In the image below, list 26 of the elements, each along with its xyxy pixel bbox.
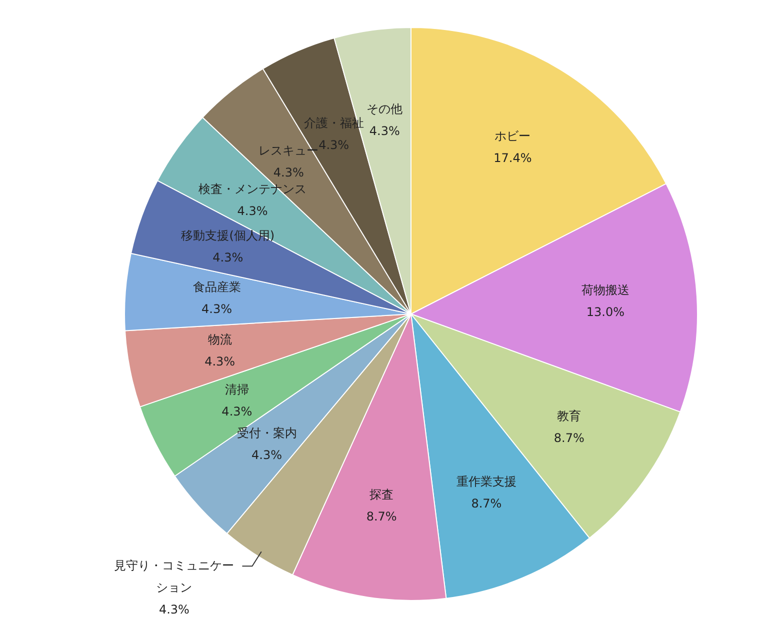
slice-label: 重作業支援: [456, 474, 516, 489]
data-label: 4.3%: [237, 204, 268, 218]
slice-label: 受付・案内: [236, 426, 297, 440]
data-label: 8.7%: [471, 496, 502, 511]
slice-label: 清掃: [224, 382, 249, 397]
data-label: 4.3%: [202, 302, 232, 316]
slice-label: 食品産業: [192, 280, 241, 294]
data-label: 4.3%: [318, 138, 350, 152]
data-label: 8.7%: [366, 510, 397, 524]
data-label: 4.3%: [369, 124, 400, 138]
data-label: 4.3%: [252, 448, 282, 462]
slice-label: 見守り・コミュニケーション: [114, 558, 234, 594]
slice-label: 教育: [557, 408, 582, 423]
data-label: 13.0%: [586, 305, 625, 320]
slice-label: 探査: [370, 488, 394, 502]
data-label: 4.3%: [158, 602, 190, 616]
data-label: 8.7%: [554, 430, 584, 445]
slice-label: 荷物搬送: [581, 283, 630, 298]
data-label: 4.3%: [273, 165, 304, 180]
data-label: 4.3%: [212, 250, 244, 265]
data-label: 4.3%: [222, 404, 252, 419]
slice-label: 物流: [208, 332, 232, 347]
slice-label: ホビー: [494, 128, 531, 143]
slice-label: その他: [366, 102, 403, 116]
data-label: 17.4%: [494, 150, 532, 165]
data-label: 4.3%: [204, 354, 236, 369]
